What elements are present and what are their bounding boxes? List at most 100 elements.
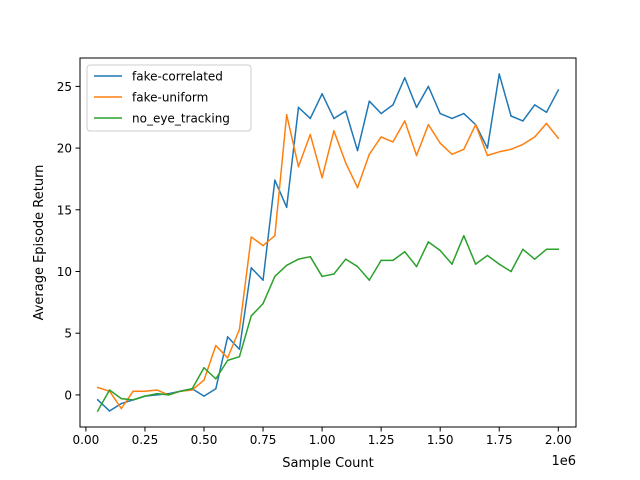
data-point xyxy=(262,279,264,281)
data-point xyxy=(545,111,548,114)
y-tick-label: 25 xyxy=(57,80,72,94)
data-point xyxy=(321,176,323,179)
data-point xyxy=(333,273,335,275)
data-point xyxy=(156,392,158,395)
legend-label-fake-uniform: fake-uniform xyxy=(132,91,208,105)
data-point xyxy=(415,106,418,109)
y-axis: 0 5 10 15 20 25 xyxy=(57,80,80,402)
data-point xyxy=(108,410,111,412)
data-point xyxy=(415,154,418,157)
series-layer xyxy=(96,73,560,412)
data-point xyxy=(533,258,536,260)
data-point xyxy=(96,386,99,389)
x-tick-label: 0.75 xyxy=(250,433,277,447)
data-point xyxy=(392,141,394,143)
data-point xyxy=(368,279,371,281)
data-point xyxy=(404,251,406,253)
data-point xyxy=(486,154,489,157)
data-point xyxy=(404,120,406,122)
x-tick-label: 1.75 xyxy=(486,433,513,447)
y-axis-label: Average Episode Return xyxy=(32,165,47,321)
data-point xyxy=(262,244,264,247)
x-tick-label: 0.50 xyxy=(191,433,218,447)
data-point xyxy=(215,344,217,347)
data-point xyxy=(474,263,477,265)
data-point xyxy=(510,115,512,117)
data-point xyxy=(522,143,524,146)
data-point xyxy=(557,248,560,251)
data-point xyxy=(344,162,347,164)
data-point xyxy=(108,389,111,391)
data-point xyxy=(498,73,500,75)
data-point xyxy=(179,390,182,392)
legend: fake-correlated fake-uniform no_eye_tracki… xyxy=(86,64,252,132)
data-point xyxy=(522,248,524,251)
data-point xyxy=(167,394,170,396)
data-point xyxy=(285,264,288,267)
x-axis-offset-label: 1e6 xyxy=(551,454,576,469)
x-axis: 0.00 0.25 0.50 0.75 1.00 1.25 1.50 1.75 2.00 xyxy=(73,427,572,447)
data-point xyxy=(297,165,300,168)
data-point xyxy=(96,399,99,401)
data-point xyxy=(356,149,359,152)
data-point xyxy=(439,249,441,252)
data-point xyxy=(392,259,394,262)
data-point xyxy=(120,402,123,405)
data-point xyxy=(238,328,241,331)
legend-label-no_eye_tracking: no_eye_tracking xyxy=(132,112,230,126)
data-point xyxy=(557,137,560,139)
data-point xyxy=(451,117,453,120)
data-point xyxy=(297,258,300,260)
series-points-no_eye_tracking xyxy=(96,234,560,412)
data-point xyxy=(510,148,512,151)
data-point xyxy=(557,89,560,91)
data-point xyxy=(144,395,146,397)
data-point xyxy=(427,85,430,88)
data-point xyxy=(439,112,441,115)
x-tick-label: 2.00 xyxy=(545,433,572,447)
data-point xyxy=(333,117,335,120)
data-point xyxy=(274,234,276,237)
data-point xyxy=(545,122,548,125)
data-point xyxy=(533,136,536,138)
data-point xyxy=(215,378,217,380)
data-point xyxy=(226,357,229,359)
data-point xyxy=(356,265,359,268)
data-point xyxy=(392,104,394,106)
data-point xyxy=(309,117,312,120)
data-point xyxy=(344,258,347,260)
data-point xyxy=(380,136,382,138)
y-tick-label: 5 xyxy=(64,327,72,341)
data-point xyxy=(344,110,347,112)
legend-box xyxy=(86,64,252,132)
data-point xyxy=(486,254,489,257)
x-tick-label: 1.25 xyxy=(368,433,395,447)
data-point xyxy=(451,263,453,265)
data-point xyxy=(451,153,453,156)
data-point xyxy=(427,241,430,243)
data-point xyxy=(250,236,252,238)
data-point xyxy=(486,147,489,149)
data-point xyxy=(262,302,264,305)
data-point xyxy=(120,397,123,400)
data-point xyxy=(120,407,123,410)
y-tick-label: 15 xyxy=(57,203,72,217)
data-point xyxy=(368,153,371,156)
data-point xyxy=(427,123,430,126)
x-tick-label: 1.50 xyxy=(427,433,454,447)
data-point xyxy=(132,390,134,392)
data-point xyxy=(498,151,500,153)
data-point xyxy=(474,123,477,126)
data-point xyxy=(415,265,418,268)
data-point xyxy=(439,142,441,144)
data-point xyxy=(333,130,335,132)
data-point xyxy=(285,114,288,116)
data-point xyxy=(156,389,158,391)
data-point xyxy=(96,410,99,412)
data-point xyxy=(274,275,276,278)
data-point xyxy=(215,387,217,390)
data-point xyxy=(533,104,536,106)
data-point xyxy=(238,348,241,350)
data-point xyxy=(203,367,205,369)
data-point xyxy=(368,100,371,102)
